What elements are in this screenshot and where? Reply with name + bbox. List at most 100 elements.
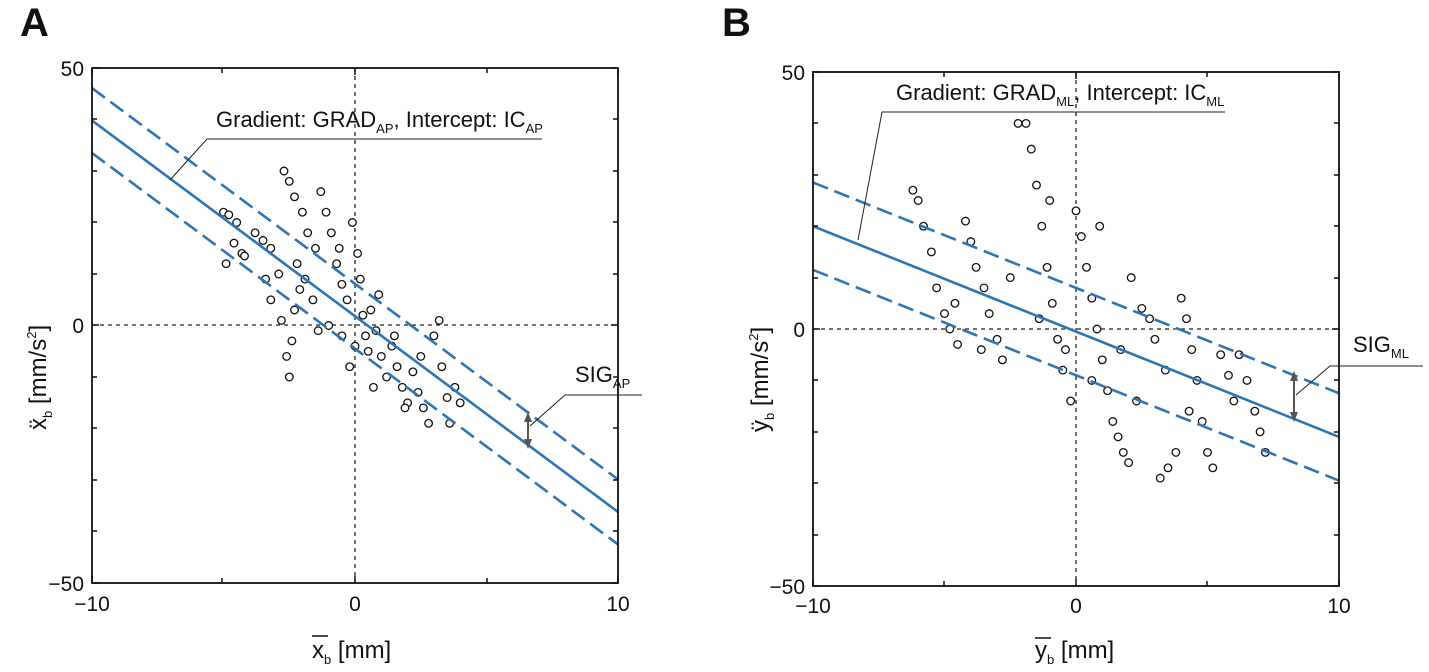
x-tick-label-b-10: 10 xyxy=(1327,595,1350,618)
data-point-a-49 xyxy=(434,315,444,325)
data-point-b-1 xyxy=(913,196,923,205)
data-point-b-51 xyxy=(1229,396,1239,406)
data-point-a-46 xyxy=(418,403,428,413)
data-point-a-62 xyxy=(374,290,384,300)
y-tick-label-b-0: 0 xyxy=(793,319,805,342)
data-point-a-28 xyxy=(337,279,347,289)
data-point-b-42 xyxy=(1176,293,1186,303)
gradient-leader-line-b xyxy=(857,111,1225,241)
panel-label-b: B xyxy=(722,1,751,45)
y-tick-label-a-50: 50 xyxy=(61,58,84,81)
data-point-b-40 xyxy=(1163,463,1173,473)
data-point-b-54 xyxy=(1250,406,1260,416)
data-point-b-24 xyxy=(1066,396,1076,406)
data-point-b-57 xyxy=(976,345,986,355)
data-point-a-6 xyxy=(240,251,249,261)
data-point-a-2 xyxy=(232,218,242,227)
panel-a: A xyxy=(20,1,642,667)
data-point-b-58 xyxy=(1005,273,1015,283)
x-axis-label-b: yb [mm] xyxy=(1035,637,1114,667)
data-point-b-12 xyxy=(984,309,994,319)
data-point-a-23 xyxy=(311,243,320,253)
data-point-a-17 xyxy=(295,284,305,294)
data-point-a-30 xyxy=(347,218,357,227)
data-point-a-3 xyxy=(229,238,239,248)
data-point-b-20 xyxy=(1042,262,1052,272)
data-point-a-26 xyxy=(326,228,336,238)
lower-sig-line-b xyxy=(813,268,1339,482)
data-point-a-48 xyxy=(429,331,439,341)
data-point-a-56 xyxy=(324,321,334,330)
data-point-a-33 xyxy=(358,310,368,320)
data-point-b-27 xyxy=(1082,262,1091,272)
data-point-b-65 xyxy=(1184,406,1194,416)
upper-sig-line-b xyxy=(813,181,1339,395)
data-point-b-16 xyxy=(1021,118,1031,128)
gradient-annotation-a: Gradient: GRADAP, Intercept: ICAP xyxy=(216,107,543,136)
panel-label-a: A xyxy=(20,1,49,45)
data-point-b-25 xyxy=(1071,206,1081,216)
y-tick-label-b-neg50: −50 xyxy=(769,576,805,599)
data-point-a-11 xyxy=(266,295,276,305)
data-point-b-3 xyxy=(926,247,936,257)
data-point-a-65 xyxy=(313,326,323,336)
sig-leader-line-b xyxy=(1295,365,1423,396)
sig-leader-line-a xyxy=(529,394,642,427)
data-point-b-50 xyxy=(1224,370,1233,380)
data-point-a-5 xyxy=(221,259,231,269)
data-point-b-30 xyxy=(1097,355,1107,365)
y-axis-label-a: ẍb [mm/s2] xyxy=(24,325,55,430)
sig-annotation-a: SIGAP xyxy=(575,362,630,391)
data-point-b-18 xyxy=(1032,180,1041,190)
data-point-b-34 xyxy=(1118,447,1128,457)
data-point-a-32 xyxy=(355,274,365,284)
data-point-b-22 xyxy=(1053,334,1063,344)
data-point-a-12 xyxy=(276,315,286,325)
data-point-a-64 xyxy=(416,351,426,361)
scatter-points-b xyxy=(908,118,1270,483)
data-point-a-51 xyxy=(442,393,452,403)
regression-line-b xyxy=(813,224,1339,439)
data-point-a-21 xyxy=(297,207,307,217)
data-point-b-49 xyxy=(1216,350,1226,360)
data-point-a-16 xyxy=(290,305,299,315)
data-point-a-22 xyxy=(303,228,313,238)
data-point-a-20 xyxy=(290,192,299,202)
x-tick-label-b-0: 0 xyxy=(1070,595,1082,618)
sig-annotation-b: SIGML xyxy=(1353,332,1409,361)
data-point-a-63 xyxy=(389,331,399,341)
y-axis-label-b: ÿb [mm/s2] xyxy=(746,327,777,432)
data-point-a-29 xyxy=(342,295,352,305)
data-point-b-36 xyxy=(1137,303,1147,313)
data-point-a-7 xyxy=(250,228,260,238)
ticks-b xyxy=(812,71,1340,587)
data-point-a-35 xyxy=(363,346,373,356)
data-point-b-17 xyxy=(1026,144,1036,154)
gradient-leader-line-a xyxy=(169,138,542,181)
data-point-b-4 xyxy=(932,283,942,293)
data-point-b-43 xyxy=(1182,314,1191,324)
data-point-b-41 xyxy=(1171,447,1181,457)
data-point-b-68 xyxy=(1095,221,1105,231)
data-point-b-53 xyxy=(1242,375,1252,385)
data-point-a-19 xyxy=(284,176,294,186)
data-point-a-38 xyxy=(376,351,386,361)
data-point-b-35 xyxy=(1124,458,1134,468)
data-point-b-66 xyxy=(950,298,960,308)
data-point-a-44 xyxy=(408,367,418,377)
data-point-a-50 xyxy=(437,362,447,372)
data-point-a-27 xyxy=(332,259,342,269)
data-point-a-68 xyxy=(400,403,410,413)
data-point-b-33 xyxy=(1113,432,1123,442)
y-tick-label-b-50: 50 xyxy=(782,62,805,85)
data-point-a-8 xyxy=(258,236,268,245)
data-point-a-24 xyxy=(316,187,326,197)
data-point-b-14 xyxy=(997,355,1007,365)
data-point-a-15 xyxy=(287,336,297,346)
ticks-a xyxy=(91,67,619,584)
data-point-b-69 xyxy=(1126,273,1136,283)
data-point-a-36 xyxy=(366,305,376,315)
gradient-annotation-b: Gradient: GRADML, Intercept: ICML xyxy=(896,80,1224,109)
scatter-points-a xyxy=(219,166,465,428)
